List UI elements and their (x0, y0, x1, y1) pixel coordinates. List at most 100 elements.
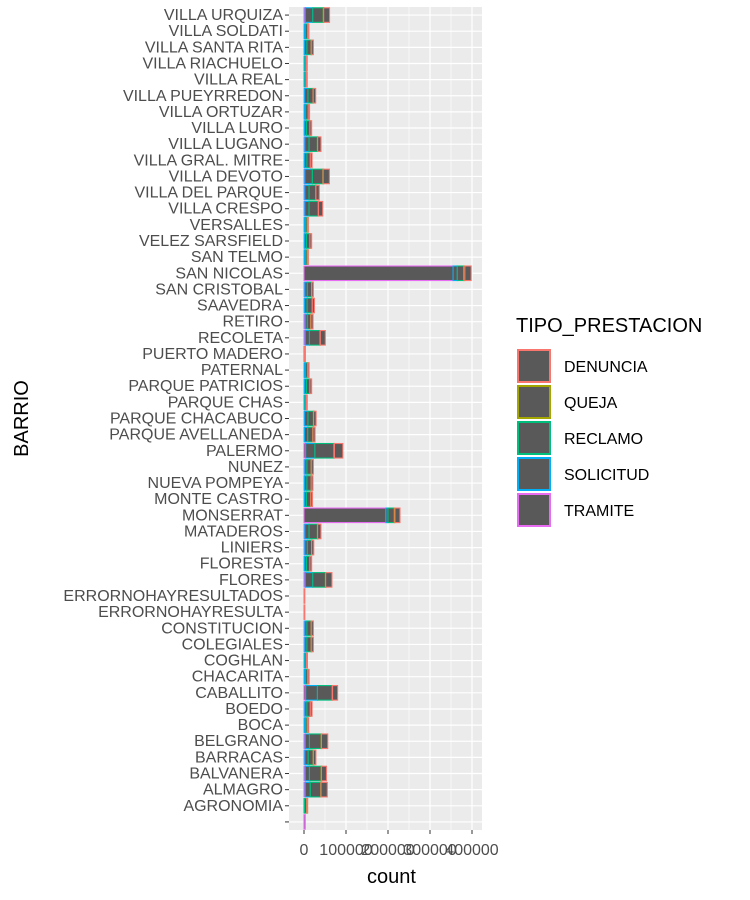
y-tick-label: NUEVA POMPEYA (148, 475, 284, 492)
bar-parque-chacabuco-denuncia (313, 410, 317, 427)
y-tick-label: VILLA LUGANO (168, 136, 283, 153)
y-tick-label: RECOLETA (198, 330, 283, 347)
y-tick-label: PARQUE PATRICIOS (128, 378, 283, 395)
bar-agronomia-denuncia (306, 797, 309, 814)
bar-saavedra-denuncia (311, 297, 315, 314)
bar-villa-del-parque-denuncia (315, 184, 320, 201)
legend-key-tramite (517, 493, 551, 527)
y-tick-label: VILLA URQUIZA (164, 7, 283, 24)
bar-villa-pueyrredon-denuncia (312, 87, 317, 104)
y-tick-label: PUERTO MADERO (142, 346, 283, 363)
bar-caballito-denuncia (332, 685, 339, 701)
bar-flores-denuncia (325, 572, 333, 588)
y-tick-label: BOCA (238, 717, 284, 734)
bar-errornohayresulta-denuncia (303, 604, 306, 620)
y-tick-label: COGHLAN (204, 653, 283, 670)
bars-layer (303, 7, 472, 830)
y-tick-label: SAN TELMO (191, 249, 283, 266)
bar-constitucion-denuncia (310, 620, 314, 637)
legend: TIPO_PRESTACION DENUNCIA QUEJA RECLAMO SOLI… (516, 315, 702, 527)
y-tick-label: PARQUE AVELLANEDA (109, 427, 283, 444)
x-tick-label: 200000 (361, 842, 414, 859)
bar-mataderos-denuncia (317, 523, 322, 540)
bar-recoleta-reclamo (308, 330, 321, 346)
y-tick-label: VILLA RIACHUELO (143, 55, 284, 72)
y-tick-label: VELEZ SARSFIELD (139, 233, 283, 250)
y-tick-label: VILLA CRESPO (168, 201, 283, 218)
y-tick-label: BALVANERA (189, 766, 283, 783)
bar-san-nicolas-denuncia (464, 265, 472, 282)
bar-constitucion-reclamo (306, 620, 312, 637)
bar-palermo-solicitud (305, 442, 316, 459)
legend-key-denuncia (517, 349, 551, 383)
bar-liniers-denuncia (311, 539, 315, 556)
bar-villa-urquiza-solicitud (304, 7, 314, 23)
bar-caballito-solicitud (305, 685, 318, 701)
legend-label-denuncia: DENUNCIA (564, 359, 648, 376)
y-tick-label: VILLA DEL PARQUE (134, 185, 283, 202)
bar-villa-santa-rita-reclamo (306, 39, 312, 56)
x-axis-title: count (367, 866, 416, 888)
y-tick-label: PARQUE CHACABUCO (110, 411, 283, 428)
bar-boedo-denuncia (309, 701, 313, 717)
bar-balvanera-solicitud (304, 765, 311, 782)
bar-villa-soldati-denuncia (307, 23, 310, 40)
bar-villa-ortuzar-denuncia (307, 104, 311, 120)
bar-palermo-reclamo (314, 442, 335, 459)
x-tick-label: 300000 (403, 842, 456, 859)
bar-recoleta-solicitud (304, 330, 311, 346)
y-tick-label: COLEGIALES (182, 636, 283, 653)
bar-blank-tramite (303, 814, 306, 830)
bar-san-nicolas-reclamo (456, 265, 465, 282)
bar-paternal-denuncia (307, 362, 310, 378)
y-tick-label: PARQUE CHAS (168, 394, 283, 411)
y-tick-label: FLORES (219, 572, 283, 589)
bar-belgrano-solicitud (304, 733, 311, 750)
legend-key-queja (517, 385, 551, 419)
y-tick-label: VILLA REAL (194, 72, 283, 89)
bar-flores-reclamo (312, 572, 326, 588)
bar-monserrat-reclamo (387, 507, 395, 524)
legend-label-solicitud: SOLICITUD (564, 467, 649, 484)
bar-flores-solicitud (304, 572, 314, 588)
x-tick-label: 0 (300, 842, 309, 859)
bar-villa-real-denuncia (305, 71, 308, 88)
bar-boca-denuncia (306, 717, 310, 733)
y-tick-label: VILLA ORTUZAR (159, 104, 283, 121)
y-tick-label: CHACARITA (192, 669, 284, 686)
y-tick-label: AGRONOMIA (183, 798, 283, 815)
y-tick-label: MATADEROS (184, 523, 283, 540)
bar-villa-del-parque-solicitud (304, 184, 310, 201)
bar-barracas-denuncia (312, 749, 317, 766)
y-axis-title: BARRIO (11, 380, 33, 457)
bar-monte-castro-reclamo (305, 491, 312, 507)
bar-villa-lugano-denuncia (317, 136, 322, 152)
bar-puerto-madero-denuncia (303, 346, 306, 362)
bar-parque-avellaneda-reclamo (307, 426, 314, 443)
bar-almagro-solicitud (304, 781, 311, 798)
bar-palermo-denuncia (333, 442, 344, 459)
bar-villa-crespo-reclamo (308, 200, 319, 217)
y-tick-label: BELGRANO (194, 733, 283, 750)
bar-villa-pueyrredon-reclamo (307, 87, 314, 104)
y-tick-label: LINIERS (221, 540, 283, 557)
bar-parque-patricios-denuncia (309, 378, 313, 395)
bar-nueva-pompeya-reclamo (306, 475, 312, 491)
bar-monserrat-tramite (303, 507, 387, 524)
bar-villa-gral-mitre-denuncia (309, 152, 313, 169)
bar-caballito-reclamo (316, 685, 333, 701)
bar-errornohayresultados-denuncia (303, 588, 306, 604)
bar-san-telmo-denuncia (306, 249, 309, 265)
bar-versalles-denuncia (306, 217, 309, 233)
bar-velez-sarsfield-denuncia (309, 233, 313, 249)
y-tick-label: VILLA DEVOTO (169, 168, 283, 185)
bar-retiro-denuncia (310, 313, 314, 330)
x-tick-label: 100000 (319, 842, 372, 859)
bar-san-nicolas-solicitud (452, 265, 458, 282)
y-tick-label: BOEDO (225, 701, 283, 718)
bar-villa-devoto-solicitud (304, 168, 313, 185)
y-tick-label: SAN CRISTOBAL (155, 281, 283, 298)
bar-villa-lugano-solicitud (304, 136, 310, 152)
